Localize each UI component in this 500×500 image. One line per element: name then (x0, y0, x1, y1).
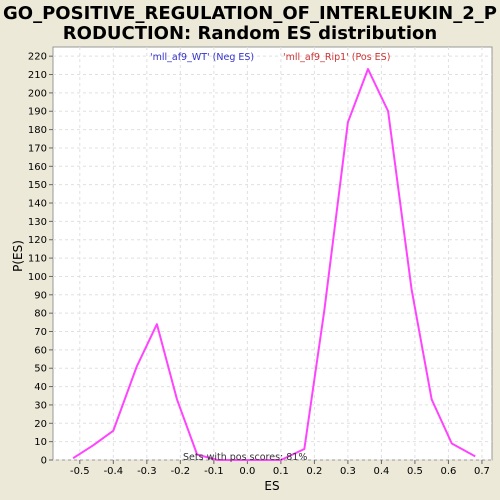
chart-title-line-2: RODUCTION: Random ES distribution (63, 23, 437, 44)
y-tick-label: 80 (34, 309, 47, 320)
y-tick-label: 70 (34, 327, 47, 338)
x-tick-label: 0.1 (273, 466, 289, 477)
x-tick-label: 0.4 (373, 466, 389, 477)
y-tick-label: 0 (41, 456, 47, 467)
x-tick-label: -0.4 (104, 466, 124, 477)
plot-area (52, 46, 493, 461)
grid (53, 47, 492, 461)
y-tick-label: 220 (28, 52, 47, 63)
x-tick-label: 0.7 (474, 466, 490, 477)
y-tick-label: 180 (28, 125, 47, 136)
y-tick-label: 210 (28, 70, 47, 81)
y-tick-label: 160 (28, 162, 47, 173)
y-tick-label: 130 (28, 217, 47, 228)
y-tick-label: 170 (28, 143, 47, 154)
y-tick-label: 50 (34, 364, 47, 375)
x-tick-label: 0.5 (407, 466, 423, 477)
x-tick-label: -0.2 (171, 466, 191, 477)
y-tick-label: 90 (34, 290, 47, 301)
y-tick-label: 20 (34, 419, 47, 430)
legend-neg-es: 'mll_af9_WT' (Neg ES) (150, 52, 254, 63)
x-axis: -0.5 -0.4 -0.3 -0.2 -0.1 0.0 0.1 0.2 0.3 0.4 0.5 0.… (70, 460, 490, 477)
x-axis-label: ES (264, 479, 279, 493)
y-tick-label: 140 (28, 199, 47, 210)
y-tick-label: 10 (34, 437, 47, 448)
pos-score-annotation: Sets with pos scores: 81% (183, 452, 307, 463)
y-tick-label: 30 (34, 400, 47, 411)
y-tick-label: 200 (28, 88, 47, 99)
x-tick-label: 0.3 (340, 466, 356, 477)
series-layer (72, 68, 476, 461)
y-tick-label: 150 (28, 180, 47, 191)
x-tick-label: 0.0 (239, 466, 255, 477)
x-tick-label: 0.2 (306, 466, 322, 477)
y-tick-label: 40 (34, 382, 47, 393)
legend-pos-es: 'mll_af9_Rip1' (Pos ES) (283, 52, 390, 63)
x-tick-label: 0.6 (440, 466, 456, 477)
y-tick-label: 190 (28, 107, 47, 118)
x-tick-label: -0.1 (204, 466, 224, 477)
y-tick-label: 110 (28, 254, 47, 265)
x-tick-label: -0.3 (137, 466, 157, 477)
x-tick-label: -0.5 (70, 466, 90, 477)
y-tick-label: 100 (28, 272, 47, 283)
chart-title-line-1: GO_POSITIVE_REGULATION_OF_INTERLEUKIN_2_… (3, 3, 497, 24)
y-axis-label: P(ES) (11, 240, 25, 272)
y-tick-label: 120 (28, 235, 47, 246)
y-tick-label: 60 (34, 345, 47, 356)
es-distribution-line (72, 68, 476, 461)
y-axis: 0 10 20 30 40 50 60 70 80 90 100 110 120 130 140 150 160… (28, 52, 53, 467)
